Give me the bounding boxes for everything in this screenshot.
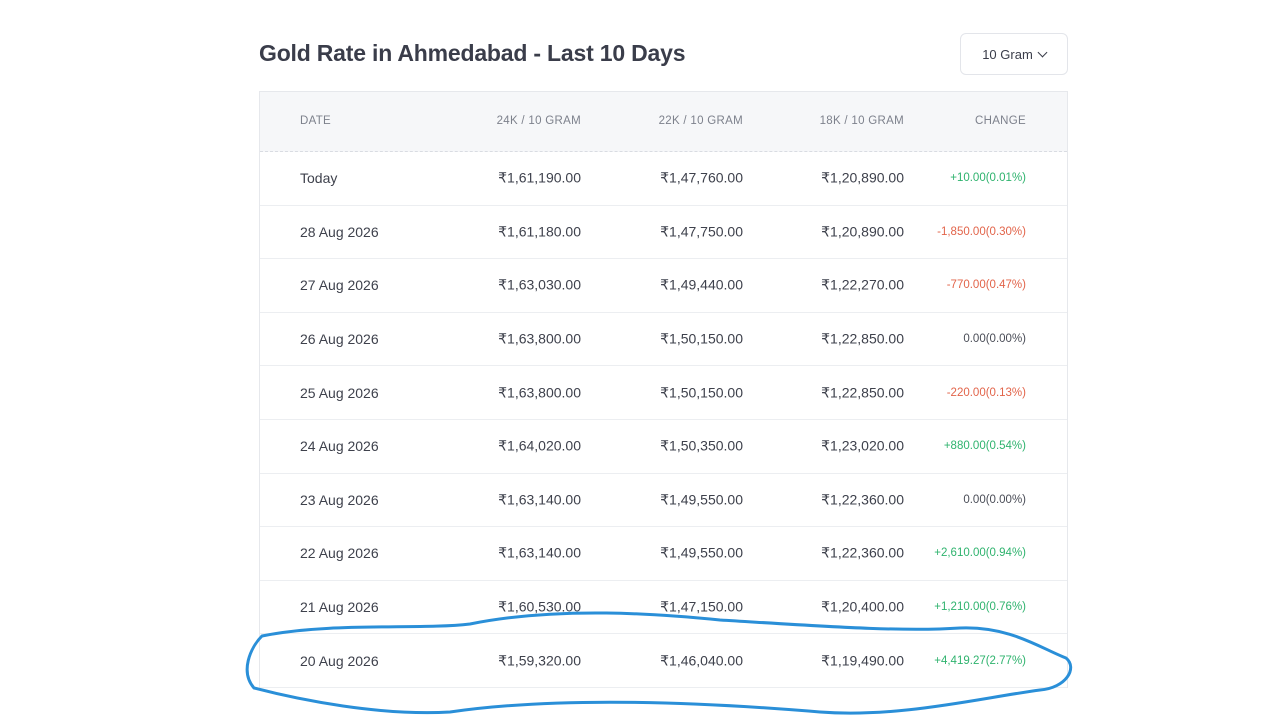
cell-24k: ₹1,64,020.00 [498, 437, 581, 454]
cell-24k: ₹1,63,140.00 [498, 491, 581, 508]
cell-24k: ₹1,63,800.00 [498, 330, 581, 347]
cell-18k: ₹1,22,360.00 [821, 544, 904, 561]
cell-24k: ₹1,63,030.00 [498, 276, 581, 293]
cell-18k: ₹1,22,360.00 [821, 491, 904, 508]
cell-24k: ₹1,63,140.00 [498, 544, 581, 561]
cell-24k: ₹1,63,800.00 [498, 384, 581, 401]
header-date: DATE [300, 115, 332, 127]
table-header: DATE 24K / 10 GRAM 22K / 10 GRAM 18K / 1… [260, 91, 1067, 152]
table-row: 28 Aug 2026 ₹1,61,180.00 ₹1,47,750.00 ₹1… [260, 206, 1067, 260]
cell-24k: ₹1,61,190.00 [498, 169, 581, 186]
header-18k: 18K / 10 GRAM [819, 115, 904, 127]
cell-date: 22 Aug 2026 [300, 545, 379, 562]
cell-22k: ₹1,50,350.00 [660, 437, 743, 454]
cell-22k: ₹1,47,150.00 [660, 598, 743, 615]
cell-change: +2,610.00(0.94%) [934, 547, 1026, 560]
cell-date: Today [300, 170, 338, 187]
cell-18k: ₹1,22,850.00 [821, 384, 904, 401]
gold-rate-table: DATE 24K / 10 GRAM 22K / 10 GRAM 18K / 1… [259, 91, 1068, 688]
cell-22k: ₹1,49,550.00 [660, 491, 743, 508]
table-row: 27 Aug 2026 ₹1,63,030.00 ₹1,49,440.00 ₹1… [260, 259, 1067, 313]
cell-date: 28 Aug 2026 [300, 223, 379, 240]
cell-22k: ₹1,49,550.00 [660, 544, 743, 561]
cell-24k: ₹1,60,530.00 [498, 598, 581, 615]
header-24k: 24K / 10 GRAM [496, 115, 581, 127]
unit-dropdown-label: 10 Gram [982, 46, 1033, 62]
cell-22k: ₹1,46,040.00 [660, 652, 743, 669]
table-row: 25 Aug 2026 ₹1,63,800.00 ₹1,50,150.00 ₹1… [260, 366, 1067, 420]
table-row: 24 Aug 2026 ₹1,64,020.00 ₹1,50,350.00 ₹1… [260, 420, 1067, 474]
table-row: 26 Aug 2026 ₹1,63,800.00 ₹1,50,150.00 ₹1… [260, 313, 1067, 367]
cell-24k: ₹1,59,320.00 [498, 652, 581, 669]
cell-22k: ₹1,47,760.00 [660, 169, 743, 186]
chevron-down-icon [1037, 47, 1048, 58]
cell-change: +10.00(0.01%) [950, 172, 1026, 185]
cell-date: 23 Aug 2026 [300, 491, 379, 508]
cell-18k: ₹1,22,270.00 [821, 276, 904, 293]
cell-date: 24 Aug 2026 [300, 438, 379, 455]
cell-22k: ₹1,50,150.00 [660, 384, 743, 401]
table-row: Today ₹1,61,190.00 ₹1,47,760.00 ₹1,20,89… [260, 152, 1067, 206]
cell-change: -1,850.00(0.30%) [937, 225, 1026, 238]
cell-date: 20 Aug 2026 [300, 652, 379, 669]
cell-date: 26 Aug 2026 [300, 331, 379, 348]
cell-22k: ₹1,50,150.00 [660, 330, 743, 347]
cell-18k: ₹1,20,890.00 [821, 223, 904, 240]
cell-date: 25 Aug 2026 [300, 384, 379, 401]
cell-18k: ₹1,19,490.00 [821, 652, 904, 669]
cell-change: -770.00(0.47%) [946, 279, 1026, 292]
cell-22k: ₹1,49,440.00 [660, 276, 743, 293]
unit-dropdown[interactable]: 10 Gram [960, 33, 1068, 75]
cell-change: 0.00(0.00%) [963, 493, 1026, 506]
cell-change: +1,210.00(0.76%) [934, 601, 1026, 614]
cell-change: 0.00(0.00%) [963, 333, 1026, 346]
cell-change: +880.00(0.54%) [943, 440, 1026, 453]
page-title: Gold Rate in Ahmedabad - Last 10 Days [259, 40, 686, 66]
table-row: 21 Aug 2026 ₹1,60,530.00 ₹1,47,150.00 ₹1… [260, 581, 1067, 635]
cell-18k: ₹1,20,890.00 [821, 169, 904, 186]
cell-date: 21 Aug 2026 [300, 599, 379, 616]
cell-date: 27 Aug 2026 [300, 277, 379, 294]
cell-18k: ₹1,20,400.00 [821, 598, 904, 615]
cell-change: +4,419.27(2.77%) [934, 654, 1026, 667]
cell-18k: ₹1,22,850.00 [821, 330, 904, 347]
table-row: 23 Aug 2026 ₹1,63,140.00 ₹1,49,550.00 ₹1… [260, 474, 1067, 528]
cell-18k: ₹1,23,020.00 [821, 437, 904, 454]
cell-22k: ₹1,47,750.00 [660, 223, 743, 240]
header-change: CHANGE [974, 115, 1026, 127]
cell-24k: ₹1,61,180.00 [498, 223, 581, 240]
cell-change: -220.00(0.13%) [946, 386, 1026, 399]
table-row: 20 Aug 2026 ₹1,59,320.00 ₹1,46,040.00 ₹1… [260, 634, 1067, 688]
table-row: 22 Aug 2026 ₹1,63,140.00 ₹1,49,550.00 ₹1… [260, 527, 1067, 581]
header-22k: 22K / 10 GRAM [658, 115, 743, 127]
